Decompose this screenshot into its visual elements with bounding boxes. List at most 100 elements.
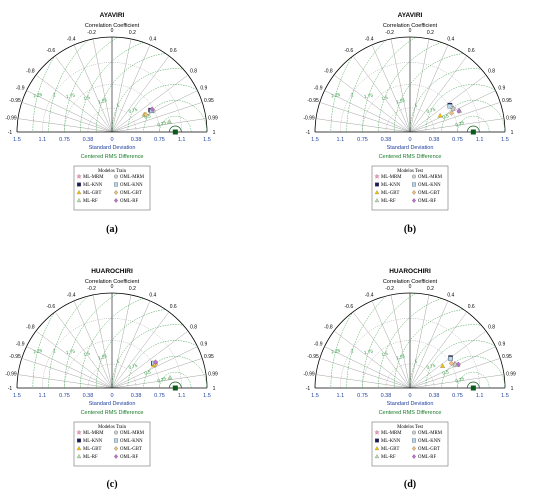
- rms-tick-label: 0.25: [157, 376, 167, 384]
- sd-tick-label: 1.5: [311, 137, 319, 143]
- correlation-line: [324, 346, 411, 389]
- rms-arc: [159, 115, 192, 133]
- sd-axis-label: Standard Deviation: [387, 401, 434, 407]
- legend-marker-oml-knn: [412, 438, 416, 443]
- sd-tick-label: 1.1: [337, 137, 345, 143]
- legend-marker-ml-knn: [77, 182, 81, 187]
- correlation-tick-label: 0.6: [170, 304, 177, 310]
- sd-axis-label: Standard Deviation: [387, 145, 434, 151]
- correlation-line: [371, 44, 411, 133]
- legend-marker-ml-gbt: [76, 190, 82, 195]
- point-oml-rf: [456, 108, 462, 114]
- correlation-tick-label: -1: [306, 130, 311, 136]
- sd-tick-label: 0.75: [59, 393, 70, 399]
- sd-tick-label: 0: [408, 393, 411, 399]
- correlation-line: [315, 118, 411, 133]
- legend-entry: ML-RF: [83, 199, 98, 204]
- angular-axis-label: Correlation Coefficient: [85, 23, 140, 29]
- panel-label: (d): [404, 479, 416, 490]
- rms-tick-label: 1.25: [98, 353, 108, 360]
- legend-marker-ml-knn: [375, 438, 379, 443]
- rms-tick-label: 0.5: [442, 369, 450, 376]
- rms-arc: [48, 295, 89, 389]
- reference-point-marker: [172, 129, 178, 135]
- rms-tick-label: 1: [116, 102, 120, 108]
- correlation-line: [390, 294, 411, 389]
- rms-axis-label: Centered RMS Difference: [379, 154, 442, 160]
- correlation-tick-label: 0.95: [502, 98, 512, 104]
- sd-tick-label: 1.5: [13, 393, 21, 399]
- rms-arc: [346, 39, 387, 133]
- sd-axis-label: Standard Deviation: [89, 401, 136, 407]
- correlation-line: [92, 294, 113, 389]
- angular-axis-label: Correlation Coefficient: [383, 23, 438, 29]
- legend-marker-oml-mrm: [114, 174, 118, 179]
- correlation-tick-label: -0.2: [385, 286, 394, 292]
- correlation-tick-label: 0.6: [468, 304, 475, 310]
- sd-tick-label: 0.38: [131, 137, 142, 143]
- sd-tick-label: 0.75: [452, 137, 463, 143]
- legend-box: [73, 421, 151, 467]
- correlation-tick-label: 0.2: [129, 286, 136, 292]
- legend-entry: ML-GBT: [381, 191, 399, 196]
- rms-tick-label: 1.5: [381, 351, 389, 357]
- rms-tick-label: 1: [414, 102, 418, 108]
- correlation-tick-label: 0: [111, 284, 114, 290]
- legend-marker-ml-gbt: [374, 190, 380, 195]
- point-ml-gbt: [440, 363, 446, 368]
- rms-arc: [64, 37, 118, 133]
- correlation-line: [21, 358, 113, 389]
- rms-arc: [441, 100, 506, 133]
- correlation-line: [21, 102, 113, 133]
- legend-marker-ml-mrm: [374, 429, 380, 435]
- correlation-line: [17, 374, 113, 389]
- correlation-tick-label: -1: [8, 130, 13, 136]
- correlation-tick-label: 0.2: [427, 30, 434, 36]
- reference-point-marker: [470, 385, 476, 391]
- sd-tick-label: 0.38: [83, 137, 94, 143]
- correlation-tick-label: 0.8: [488, 325, 495, 331]
- rms-arc: [95, 53, 166, 133]
- reference-arc: [168, 381, 182, 389]
- correlation-line: [319, 358, 411, 389]
- legend-marker-ml-knn: [375, 182, 379, 187]
- correlation-tick-label: 0.6: [468, 48, 475, 54]
- rms-arc: [409, 324, 480, 389]
- rms-axis-label: Centered RMS Difference: [81, 410, 144, 416]
- sd-tick-label: 1.5: [13, 137, 21, 143]
- rms-tick-label: 0.75: [128, 363, 138, 370]
- correlation-tick-label: 0.2: [427, 286, 434, 292]
- rms-tick-label: 1.25: [396, 97, 406, 104]
- rms-arc: [111, 324, 182, 389]
- legend-marker-oml-gbt: [114, 446, 118, 451]
- legend-marker-oml-knn: [114, 182, 118, 187]
- correlation-line: [352, 311, 411, 389]
- correlation-line: [54, 311, 113, 389]
- sd-axis-label: Standard Deviation: [89, 145, 136, 151]
- rms-arc: [425, 340, 495, 389]
- correlation-line: [409, 55, 468, 133]
- sd-tick-label: 0.38: [131, 393, 142, 399]
- rms-tick-label: 0.25: [455, 376, 465, 384]
- legend-marker-ml-rf: [76, 454, 82, 459]
- rms-tick-label: 1.5: [83, 95, 91, 101]
- chart-title: HUAROCHIRI: [389, 268, 431, 275]
- rms-arc: [95, 309, 166, 389]
- correlation-tick-label: 0.4: [447, 36, 454, 42]
- correlation-tick-label: -0.99: [5, 115, 17, 121]
- correlation-tick-label: 1: [511, 386, 514, 392]
- sd-tick-label: 0.38: [429, 137, 440, 143]
- sd-tick-label: 1.5: [203, 393, 211, 399]
- legend-title: Modelos Train: [98, 169, 127, 174]
- legend-marker-ml-mrm: [76, 429, 82, 435]
- legend-marker-ml-knn: [77, 438, 81, 443]
- rms-tick-label: 1: [116, 358, 120, 364]
- correlation-line: [409, 294, 430, 389]
- correlation-tick-label: -0.6: [46, 48, 55, 54]
- legend-entry: OML-KNN: [418, 439, 441, 444]
- correlation-tick-label: -0.9: [314, 85, 323, 91]
- rms-tick-label: 2: [52, 92, 56, 97]
- rms-tick-label: 0.75: [426, 363, 436, 370]
- correlation-line: [26, 346, 113, 389]
